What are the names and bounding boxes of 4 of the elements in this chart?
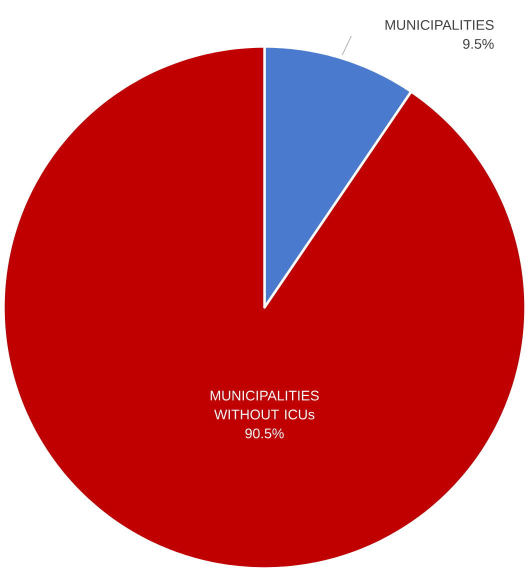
data-label: 90.5% [245,428,284,438]
slice-label: MUNICIPALITIES WITHOUT ICUs [210,390,319,420]
data-label: 9.5% [463,38,494,49]
slice-label: MUNICIPALITIES [386,20,494,30]
